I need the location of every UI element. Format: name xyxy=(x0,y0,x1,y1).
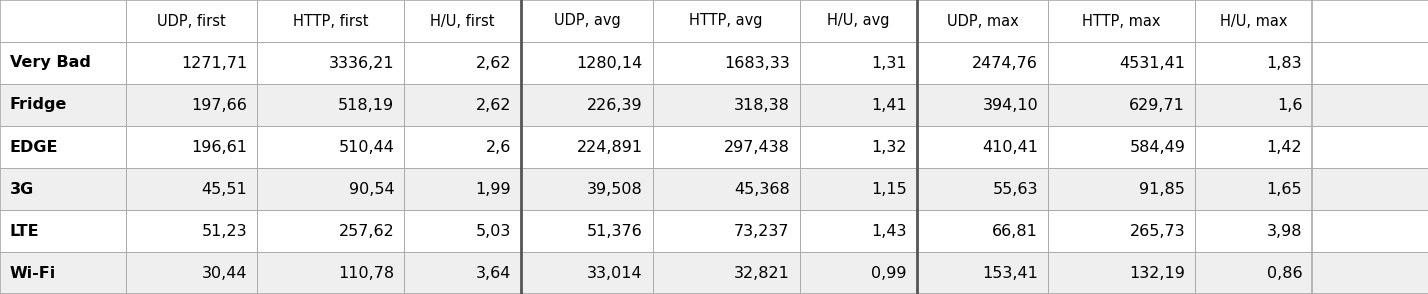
Text: Very Bad: Very Bad xyxy=(10,56,91,71)
Text: 1,31: 1,31 xyxy=(871,56,907,71)
Text: LTE: LTE xyxy=(10,223,40,238)
Text: 5,03: 5,03 xyxy=(476,223,511,238)
Text: 1,42: 1,42 xyxy=(1267,139,1302,155)
Text: 45,51: 45,51 xyxy=(201,181,247,196)
Text: 153,41: 153,41 xyxy=(982,265,1038,280)
Text: 318,38: 318,38 xyxy=(734,98,790,113)
Text: Fridge: Fridge xyxy=(10,98,67,113)
Text: 1,6: 1,6 xyxy=(1277,98,1302,113)
Text: 2,62: 2,62 xyxy=(476,98,511,113)
Bar xyxy=(0,168,1428,210)
Text: 197,66: 197,66 xyxy=(191,98,247,113)
Text: 39,508: 39,508 xyxy=(587,181,643,196)
Text: 1,65: 1,65 xyxy=(1267,181,1302,196)
Text: 3336,21: 3336,21 xyxy=(328,56,394,71)
Text: 196,61: 196,61 xyxy=(191,139,247,155)
Text: UDP, first: UDP, first xyxy=(157,14,226,29)
Text: 0,99: 0,99 xyxy=(871,265,907,280)
Text: 1,43: 1,43 xyxy=(871,223,907,238)
Text: H/U, max: H/U, max xyxy=(1220,14,1288,29)
Text: HTTP, max: HTTP, max xyxy=(1082,14,1161,29)
Text: 1,32: 1,32 xyxy=(871,139,907,155)
Text: 518,19: 518,19 xyxy=(338,98,394,113)
Bar xyxy=(0,42,1428,84)
Text: 1,41: 1,41 xyxy=(871,98,907,113)
Text: 3,64: 3,64 xyxy=(476,265,511,280)
Text: 1,99: 1,99 xyxy=(476,181,511,196)
Text: EDGE: EDGE xyxy=(10,139,59,155)
Text: 66,81: 66,81 xyxy=(992,223,1038,238)
Text: 629,71: 629,71 xyxy=(1130,98,1185,113)
Text: 1,15: 1,15 xyxy=(871,181,907,196)
Text: 224,891: 224,891 xyxy=(577,139,643,155)
Bar xyxy=(0,0,1428,42)
Text: 132,19: 132,19 xyxy=(1130,265,1185,280)
Bar xyxy=(0,210,1428,252)
Text: H/U, avg: H/U, avg xyxy=(827,14,890,29)
Bar xyxy=(0,84,1428,126)
Text: 30,44: 30,44 xyxy=(201,265,247,280)
Text: 51,23: 51,23 xyxy=(201,223,247,238)
Text: 45,368: 45,368 xyxy=(734,181,790,196)
Text: UDP, max: UDP, max xyxy=(947,14,1018,29)
Text: 226,39: 226,39 xyxy=(587,98,643,113)
Text: 1280,14: 1280,14 xyxy=(577,56,643,71)
Text: 2,6: 2,6 xyxy=(486,139,511,155)
Text: H/U, first: H/U, first xyxy=(430,14,496,29)
Text: 257,62: 257,62 xyxy=(338,223,394,238)
Text: 2474,76: 2474,76 xyxy=(972,56,1038,71)
Text: 32,821: 32,821 xyxy=(734,265,790,280)
Text: 510,44: 510,44 xyxy=(338,139,394,155)
Text: 3G: 3G xyxy=(10,181,34,196)
Text: 0,86: 0,86 xyxy=(1267,265,1302,280)
Text: 297,438: 297,438 xyxy=(724,139,790,155)
Text: UDP, avg: UDP, avg xyxy=(554,14,620,29)
Bar xyxy=(0,252,1428,294)
Text: 55,63: 55,63 xyxy=(992,181,1038,196)
Text: 4531,41: 4531,41 xyxy=(1120,56,1185,71)
Bar xyxy=(0,126,1428,168)
Text: HTTP, avg: HTTP, avg xyxy=(690,14,763,29)
Text: 265,73: 265,73 xyxy=(1130,223,1185,238)
Text: 410,41: 410,41 xyxy=(982,139,1038,155)
Text: 91,85: 91,85 xyxy=(1140,181,1185,196)
Text: Wi-Fi: Wi-Fi xyxy=(10,265,56,280)
Text: HTTP, first: HTTP, first xyxy=(293,14,368,29)
Text: 1271,71: 1271,71 xyxy=(181,56,247,71)
Text: 33,014: 33,014 xyxy=(587,265,643,280)
Text: 90,54: 90,54 xyxy=(348,181,394,196)
Text: 73,237: 73,237 xyxy=(734,223,790,238)
Text: 394,10: 394,10 xyxy=(982,98,1038,113)
Text: 1,83: 1,83 xyxy=(1267,56,1302,71)
Text: 2,62: 2,62 xyxy=(476,56,511,71)
Text: 1683,33: 1683,33 xyxy=(724,56,790,71)
Text: 110,78: 110,78 xyxy=(338,265,394,280)
Text: 584,49: 584,49 xyxy=(1130,139,1185,155)
Text: 3,98: 3,98 xyxy=(1267,223,1302,238)
Text: 51,376: 51,376 xyxy=(587,223,643,238)
